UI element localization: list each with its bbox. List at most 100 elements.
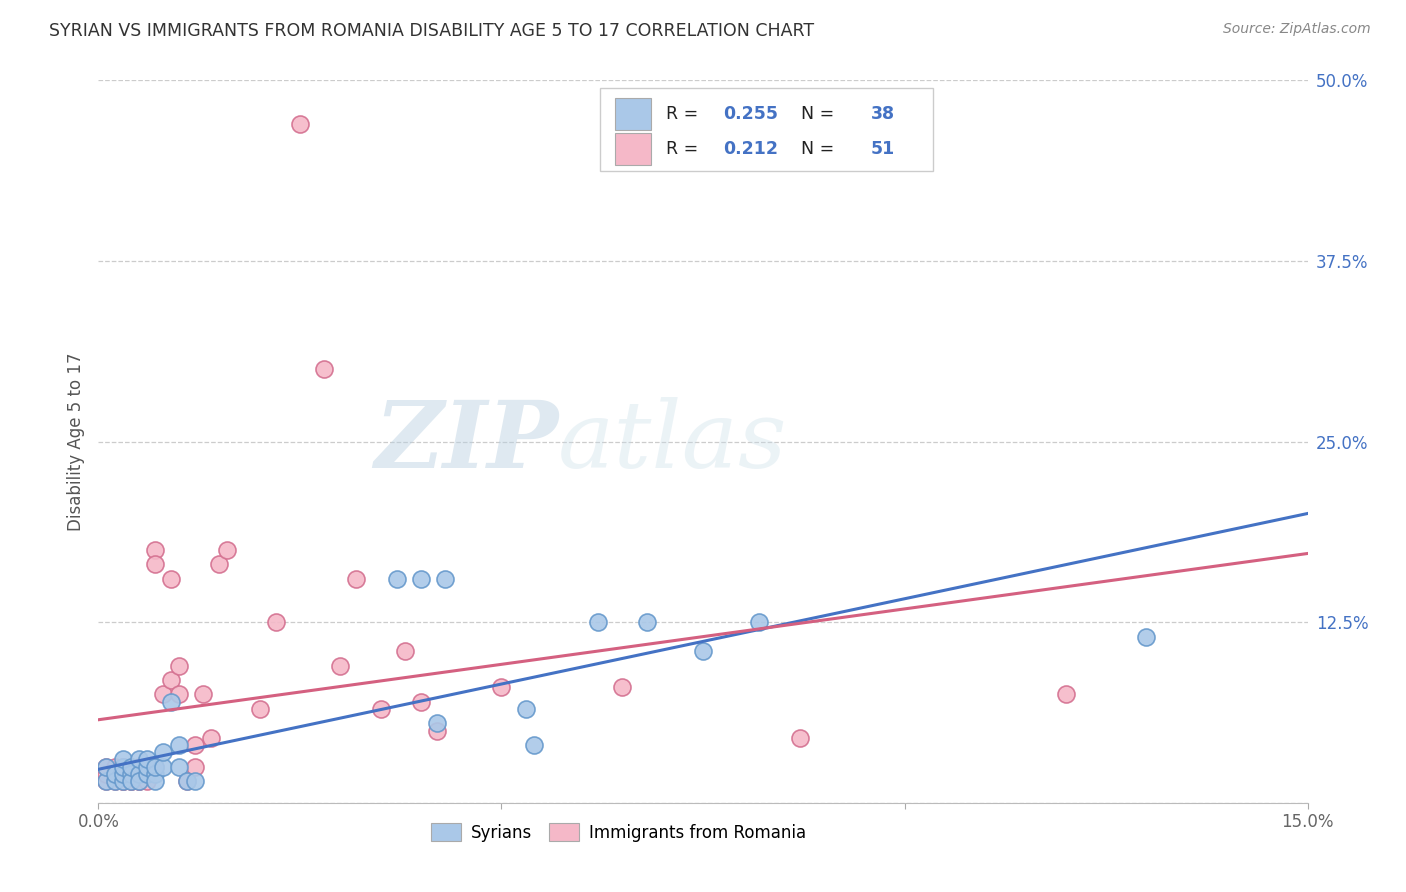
- Point: [135, 760, 157, 774]
- Point: [1135, 630, 1157, 644]
- Point: [385, 572, 408, 586]
- Point: [167, 760, 190, 774]
- Point: [111, 774, 134, 789]
- Point: [152, 687, 174, 701]
- FancyBboxPatch shape: [614, 133, 651, 165]
- Point: [128, 767, 150, 781]
- Point: [184, 738, 207, 752]
- Text: N =: N =: [790, 105, 839, 123]
- Point: [103, 760, 125, 774]
- Point: [329, 658, 352, 673]
- Point: [370, 702, 392, 716]
- Text: Source: ZipAtlas.com: Source: ZipAtlas.com: [1223, 22, 1371, 37]
- FancyBboxPatch shape: [600, 87, 932, 170]
- Point: [120, 774, 142, 789]
- Point: [128, 767, 150, 781]
- Point: [111, 774, 134, 789]
- Point: [96, 767, 118, 781]
- Point: [143, 760, 166, 774]
- Point: [789, 731, 811, 745]
- Point: [135, 752, 157, 766]
- Point: [748, 615, 770, 630]
- Point: [491, 680, 513, 694]
- Point: [128, 760, 150, 774]
- Point: [426, 716, 449, 731]
- Text: 0.255: 0.255: [724, 105, 779, 123]
- Point: [1054, 687, 1077, 701]
- Point: [184, 760, 207, 774]
- Point: [120, 774, 142, 789]
- Point: [143, 542, 166, 557]
- Point: [434, 572, 457, 586]
- Point: [143, 760, 166, 774]
- Point: [103, 767, 125, 781]
- Point: [103, 767, 125, 781]
- Point: [515, 702, 537, 716]
- Point: [111, 774, 134, 789]
- Point: [167, 658, 190, 673]
- Point: [193, 687, 215, 701]
- Point: [96, 774, 118, 789]
- Point: [135, 760, 157, 774]
- Point: [103, 774, 125, 789]
- Point: [176, 774, 198, 789]
- Point: [612, 680, 634, 694]
- Point: [167, 738, 190, 752]
- Point: [208, 558, 231, 572]
- Point: [135, 767, 157, 781]
- Point: [160, 673, 183, 687]
- Point: [692, 644, 714, 658]
- Point: [409, 695, 432, 709]
- Legend: Syrians, Immigrants from Romania: Syrians, Immigrants from Romania: [425, 817, 813, 848]
- Point: [128, 774, 150, 789]
- Point: [200, 731, 222, 745]
- Point: [135, 767, 157, 781]
- Point: [523, 738, 546, 752]
- Point: [344, 572, 367, 586]
- Point: [120, 760, 142, 774]
- FancyBboxPatch shape: [614, 98, 651, 130]
- Point: [264, 615, 287, 630]
- Point: [152, 745, 174, 759]
- Point: [143, 767, 166, 781]
- Point: [128, 774, 150, 789]
- Text: 0.212: 0.212: [724, 140, 779, 158]
- Point: [111, 760, 134, 774]
- Point: [111, 752, 134, 766]
- Point: [426, 723, 449, 738]
- Point: [176, 774, 198, 789]
- Point: [96, 760, 118, 774]
- Point: [586, 615, 609, 630]
- Point: [143, 774, 166, 789]
- Text: N =: N =: [790, 140, 839, 158]
- Text: R =: R =: [665, 105, 703, 123]
- Point: [160, 695, 183, 709]
- Point: [111, 767, 134, 781]
- Point: [152, 760, 174, 774]
- Point: [128, 752, 150, 766]
- Point: [111, 760, 134, 774]
- Text: R =: R =: [665, 140, 703, 158]
- Point: [217, 542, 239, 557]
- Point: [120, 774, 142, 789]
- Point: [314, 362, 336, 376]
- Point: [249, 702, 271, 716]
- Point: [111, 767, 134, 781]
- Point: [288, 117, 311, 131]
- Text: ZIP: ZIP: [374, 397, 558, 486]
- Point: [135, 774, 157, 789]
- Point: [128, 774, 150, 789]
- Text: 51: 51: [872, 140, 896, 158]
- Point: [96, 760, 118, 774]
- Point: [120, 767, 142, 781]
- Text: atlas: atlas: [558, 397, 787, 486]
- Text: SYRIAN VS IMMIGRANTS FROM ROMANIA DISABILITY AGE 5 TO 17 CORRELATION CHART: SYRIAN VS IMMIGRANTS FROM ROMANIA DISABI…: [49, 22, 814, 40]
- Point: [167, 687, 190, 701]
- Point: [111, 760, 134, 774]
- Point: [143, 558, 166, 572]
- Point: [120, 760, 142, 774]
- Point: [96, 774, 118, 789]
- Point: [394, 644, 416, 658]
- Point: [636, 615, 658, 630]
- Point: [120, 767, 142, 781]
